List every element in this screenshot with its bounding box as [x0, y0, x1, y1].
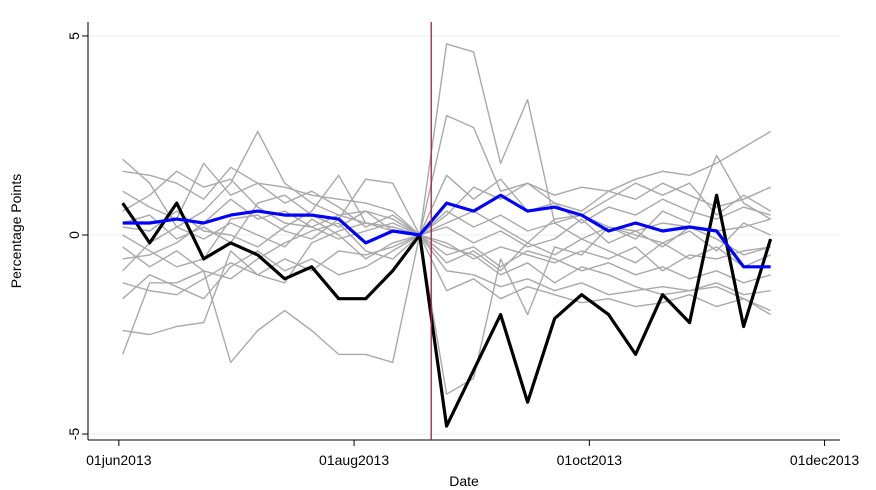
placebo-series-line [122, 218, 771, 280]
placebo-series-line [122, 162, 771, 236]
blue-series-line [122, 193, 771, 269]
placebo-lines [122, 43, 771, 395]
y-axis-ticks: 5 0 -5 [66, 32, 88, 440]
placebo-series-line [122, 218, 771, 312]
x-tick-label: 01oct2013 [557, 452, 623, 468]
gridlines [88, 35, 840, 435]
placebo-series-line [122, 43, 771, 236]
y-tick-label: 0 [66, 231, 82, 239]
placebo-series-line [122, 114, 771, 236]
placebo-series-line [122, 174, 771, 248]
y-tick-label: 5 [66, 32, 82, 40]
placebo-series-line [122, 154, 771, 244]
x-tick-label: 01dec2013 [790, 452, 860, 468]
x-axis-ticks: 01jun2013 01aug2013 01oct2013 01dec2013 [86, 440, 859, 468]
x-tick-label: 01jun2013 [86, 452, 152, 468]
placebo-series-line [122, 178, 771, 272]
black-series-line [121, 193, 773, 428]
placebo-series-line [122, 198, 771, 284]
x-axis-title: Date [449, 473, 479, 489]
placebo-series-line [122, 234, 771, 300]
highlight-lines [121, 193, 773, 428]
placebo-series-line [122, 234, 771, 296]
x-tick-label: 01aug2013 [319, 452, 389, 468]
y-axis-title: Percentage Points [8, 174, 24, 288]
placebo-series-line [122, 218, 771, 395]
y-tick-label: -5 [66, 428, 82, 441]
axes [87, 22, 840, 441]
